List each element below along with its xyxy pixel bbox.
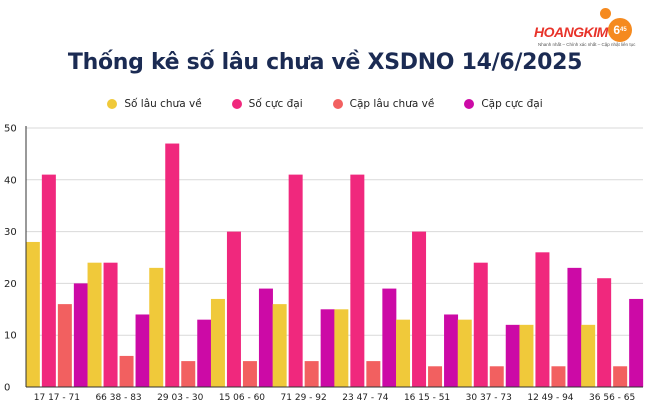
bar (535, 252, 550, 387)
x-tick-label: 12 49 - 94 (527, 393, 573, 403)
legend-swatch (332, 99, 343, 109)
legend-swatch (464, 99, 475, 109)
x-tick-label: 17 17 - 71 (34, 393, 80, 403)
x-tick-label: 71 29 - 92 (281, 393, 327, 403)
bar (73, 283, 88, 387)
y-tick-label: 0 (4, 383, 10, 394)
bar (350, 174, 365, 387)
bar (629, 298, 644, 387)
legend-label: Cặp lâu chưa về (349, 98, 435, 110)
bar (581, 324, 596, 387)
x-tick-label: 15 06 - 60 (219, 393, 265, 403)
y-tick-label: 30 (4, 227, 17, 238)
x-tick-label: 30 37 - 73 (466, 393, 512, 403)
bar (334, 309, 349, 387)
bar (197, 319, 212, 387)
y-tick-label: 10 (4, 331, 17, 342)
bar (41, 174, 56, 387)
bar (103, 262, 118, 387)
bar (567, 267, 582, 387)
bar (320, 309, 335, 387)
bar (135, 314, 150, 387)
bar (597, 278, 612, 387)
bar (119, 355, 134, 387)
x-tick-label: 23 47 - 74 (342, 393, 388, 403)
bar (473, 262, 488, 387)
bar (210, 298, 225, 387)
bar (457, 319, 472, 387)
bar (551, 366, 566, 387)
logo-wordmark: HOANGKIM (534, 24, 608, 40)
logo-badge-super: 45 (620, 27, 627, 33)
bar (242, 361, 257, 387)
bar (149, 267, 164, 387)
x-tick-label: 36 56 - 65 (589, 393, 635, 403)
bar (428, 366, 443, 387)
legend-item: Số cực đại (231, 98, 303, 110)
bar (366, 361, 381, 387)
bar (288, 174, 303, 387)
x-tick-label: 66 38 - 83 (95, 393, 141, 403)
bar (444, 314, 459, 387)
legend-label: Số cực đại (248, 98, 303, 110)
legend-item: Số lâu chưa về (107, 98, 202, 110)
legend-label: Cặp cực đại (481, 98, 543, 110)
y-tick-label: 20 (4, 279, 17, 290)
bar (25, 241, 40, 387)
chart-title: Thống kê số lâu chưa về XSDNO 14/6/2025 (67, 50, 583, 75)
bar (165, 143, 180, 387)
brand-logo: HOANGKIM 645 Nhanh nhất – Chính xác nhất… (532, 6, 644, 52)
bar (396, 319, 411, 387)
bar (489, 366, 504, 387)
bar (272, 304, 287, 387)
logo-tagline: Nhanh nhất – Chính xác nhất – Cập nhật l… (538, 42, 636, 47)
bar (258, 288, 273, 387)
chart-legend: Số lâu chưa về Số cực đại Cặp lâu chưa v… (0, 98, 650, 110)
bar (505, 324, 520, 387)
bar (181, 361, 196, 387)
bar (87, 262, 102, 387)
legend-swatch (231, 99, 242, 109)
bar (57, 304, 72, 387)
legend-label: Số lâu chưa về (124, 98, 202, 110)
x-tick-label: 16 15 - 51 (404, 393, 450, 403)
logo-dot-icon (600, 8, 611, 19)
y-tick-label: 40 (4, 175, 17, 186)
legend-item: Cặp lâu chưa về (332, 98, 435, 110)
logo-badge-number: 6 (613, 23, 620, 37)
logo-badge: 645 (608, 18, 632, 42)
x-tick-label: 29 03 - 30 (157, 393, 203, 403)
bar (304, 361, 319, 387)
legend-item: Cặp cực đại (464, 98, 543, 110)
bar (226, 231, 241, 387)
y-tick-label: 50 (4, 124, 17, 135)
bar (613, 366, 628, 387)
legend-swatch (107, 99, 118, 109)
bar (382, 288, 397, 387)
bar (519, 324, 534, 387)
bar (412, 231, 427, 387)
